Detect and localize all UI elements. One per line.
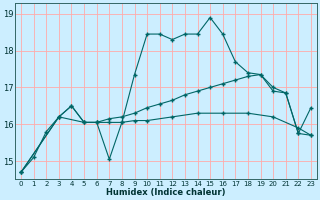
X-axis label: Humidex (Indice chaleur): Humidex (Indice chaleur) <box>106 188 226 197</box>
